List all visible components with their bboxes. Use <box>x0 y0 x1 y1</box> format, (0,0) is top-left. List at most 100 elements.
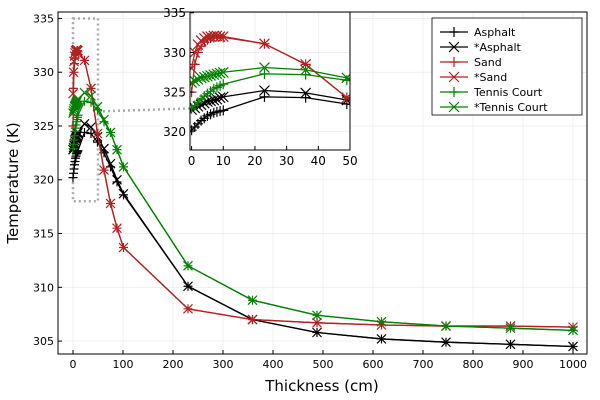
x-marker <box>441 321 451 331</box>
x-marker <box>211 93 223 105</box>
tick-label-x: 900 <box>513 358 534 371</box>
plus-marker <box>259 68 270 79</box>
x-marker <box>217 31 229 43</box>
x-marker <box>112 174 122 185</box>
x-marker <box>211 68 223 80</box>
x-marker <box>505 339 516 350</box>
plus-marker <box>259 91 270 102</box>
main-series <box>68 44 578 352</box>
x-marker <box>92 101 103 112</box>
legend-item: Sand <box>440 56 502 69</box>
x-marker <box>118 188 129 199</box>
tick-label-x: 0 <box>70 358 77 371</box>
tick-label-y: 320 <box>33 174 54 187</box>
series-star-sand <box>190 30 393 130</box>
x-marker <box>112 144 122 155</box>
x-marker <box>208 69 220 81</box>
tick-label-x: 400 <box>263 358 284 371</box>
x-marker <box>448 101 460 113</box>
x-marker <box>247 295 258 306</box>
x-marker <box>568 325 578 336</box>
x-marker <box>112 223 122 234</box>
y-axis-label: Temperature (K) <box>4 122 22 244</box>
x-marker <box>208 94 220 106</box>
x-marker <box>300 87 312 99</box>
x-marker <box>441 337 451 348</box>
x-marker <box>68 67 79 78</box>
legend-label: *Tennis Court <box>474 101 548 114</box>
tick-label-y: 335 <box>33 12 54 25</box>
inset-series <box>190 30 393 136</box>
plus-marker <box>218 79 229 90</box>
legend-item: *Tennis Court <box>440 101 548 114</box>
inset-series-group <box>190 30 393 136</box>
series-star-tennis-court <box>190 62 393 92</box>
x-marker <box>383 120 393 130</box>
plus-marker <box>383 84 393 94</box>
x-marker <box>205 70 217 81</box>
inset-tick-label-x: 10 <box>216 154 231 168</box>
x-marker <box>383 104 393 114</box>
tick-label-x: 600 <box>363 358 384 371</box>
x-marker <box>259 85 270 96</box>
x-marker <box>376 334 387 344</box>
x-marker <box>217 66 229 78</box>
x-marker <box>183 303 193 314</box>
inset-tick-label-y: 325 <box>163 85 186 99</box>
x-marker <box>217 91 229 103</box>
x-marker <box>202 70 213 82</box>
x-marker <box>105 127 116 138</box>
plus-marker <box>80 96 89 106</box>
x-marker <box>341 72 350 84</box>
plus-marker <box>449 57 459 67</box>
x-marker <box>79 55 90 66</box>
x-axis-label: Thickness (cm) <box>264 377 378 395</box>
x-marker <box>73 45 83 56</box>
tick-label-x: 1000 <box>559 358 587 371</box>
x-marker <box>300 58 312 70</box>
legend-item: Asphalt <box>440 26 516 39</box>
main-ticks: 0 100 200 300 400 500 600 700 800 900 100030531031… <box>33 12 587 371</box>
x-marker <box>190 75 201 87</box>
plus-marker <box>300 92 311 103</box>
x-marker <box>118 161 129 172</box>
x-marker <box>383 82 393 92</box>
plus-marker <box>80 127 89 137</box>
plus-marker <box>449 87 459 97</box>
x-marker <box>198 71 210 83</box>
tick-label-x: 800 <box>463 358 484 371</box>
x-marker <box>195 72 207 84</box>
inset-tick-label-x: 0 <box>188 154 196 168</box>
x-marker <box>448 41 460 53</box>
inset-tick-label-y: 335 <box>163 6 186 20</box>
tick-label-y: 330 <box>33 66 54 79</box>
x-marker <box>99 165 109 176</box>
x-marker <box>312 327 322 338</box>
x-marker <box>86 90 96 101</box>
tick-label-x: 200 <box>163 358 184 371</box>
legend-label: Sand <box>474 56 502 69</box>
x-marker <box>341 92 350 104</box>
x-marker <box>183 260 193 271</box>
inset-tick-label-x: 40 <box>311 154 326 168</box>
x-marker <box>505 323 516 334</box>
x-marker <box>190 62 198 74</box>
plus-marker <box>383 107 393 117</box>
series-tennis-court <box>190 68 393 114</box>
x-marker <box>448 71 460 83</box>
x-marker <box>247 314 258 325</box>
x-marker <box>376 316 387 327</box>
legend-item: Tennis Court <box>440 86 543 99</box>
tick-label-y: 305 <box>33 335 54 348</box>
x-marker <box>214 92 226 104</box>
x-marker <box>79 118 90 129</box>
x-marker <box>259 38 270 50</box>
tick-label-x: 700 <box>413 358 434 371</box>
x-marker <box>99 114 109 125</box>
plus-marker <box>449 27 459 37</box>
inset-tick-label-x: 50 <box>342 154 357 168</box>
x-marker <box>300 64 312 76</box>
x-marker <box>312 317 322 328</box>
legend-label: *Asphalt <box>474 41 522 54</box>
